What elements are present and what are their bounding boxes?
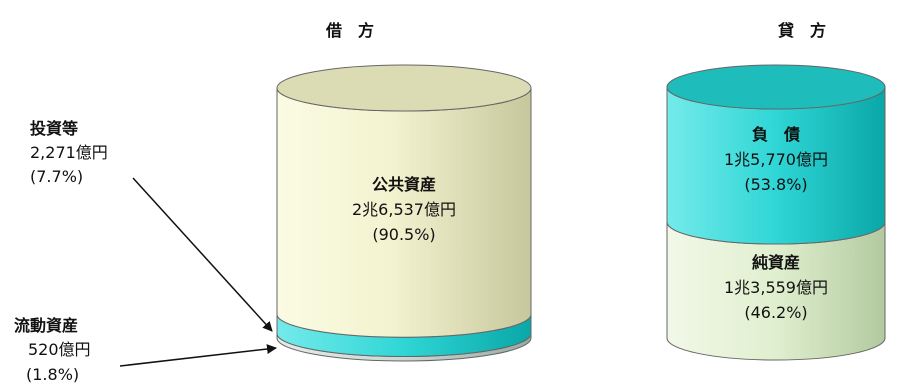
label-liabilities-name: 負 債 (752, 125, 800, 144)
label-net-assets-name: 純資産 (752, 253, 800, 272)
column-heading-credit: 貸 方 (777, 21, 826, 40)
arrow-current-assets (119, 344, 277, 367)
label-current-assets-name: 流動資産 (14, 316, 78, 335)
cylinder-top-debit (276, 64, 532, 112)
label-public-assets-amount: 2兆6,537億円 (352, 200, 456, 219)
label-public-assets-name: 公共資産 (372, 175, 436, 194)
label-investments-name: 投資等 (30, 119, 78, 138)
label-liabilities-amount: 1兆5,770億円 (724, 150, 828, 169)
label-investments-amount: 2,271億円 (30, 143, 108, 162)
debit-cylinder (276, 64, 532, 362)
credit-cylinder (666, 64, 886, 361)
column-heading-debit: 借 方 (325, 21, 374, 40)
label-investments-percent: (7.7%) (30, 167, 83, 186)
label-net-assets-amount: 1兆3,559億円 (724, 278, 828, 297)
label-public-assets-percent: (90.5%) (372, 225, 435, 244)
label-net-assets: 純資産 1兆3,559億円 (46.2%) (724, 253, 828, 322)
label-public-assets: 公共資産 2兆6,537億円 (90.5%) (352, 175, 456, 244)
cylinder-top-credit (666, 64, 886, 110)
label-current-assets: 流動資産 520億円 (1.8%) (14, 316, 91, 384)
label-liabilities-percent: (53.8%) (744, 175, 807, 194)
label-current-assets-amount: 520億円 (28, 340, 91, 359)
label-investments: 投資等 2,271億円 (7.7%) (30, 119, 108, 186)
label-current-assets-percent: (1.8%) (26, 365, 79, 384)
label-liabilities: 負 債 1兆5,770億円 (53.8%) (724, 125, 828, 194)
label-net-assets-percent: (46.2%) (744, 303, 807, 322)
arrow-investments (132, 177, 273, 332)
